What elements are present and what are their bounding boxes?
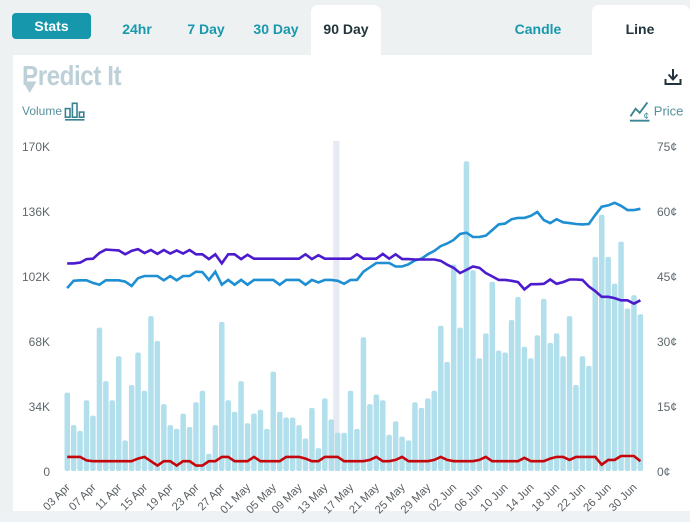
svg-text:102K: 102K (22, 270, 50, 284)
svg-text:34K: 34K (29, 400, 50, 414)
svg-text:22 Jun: 22 Jun (556, 482, 588, 514)
svg-text:15 Apr: 15 Apr (119, 481, 151, 513)
svg-text:0: 0 (43, 465, 50, 479)
svg-text:60¢: 60¢ (657, 205, 677, 219)
svg-text:0¢: 0¢ (657, 465, 670, 479)
svg-text:19 Apr: 19 Apr (144, 481, 176, 513)
svg-text:30¢: 30¢ (657, 335, 677, 349)
svg-text:Price: Price (654, 103, 684, 118)
svg-text:170K: 170K (22, 140, 50, 154)
svg-text:15¢: 15¢ (657, 400, 677, 414)
svg-text:136K: 136K (22, 205, 50, 219)
svg-text:23 Apr: 23 Apr (170, 481, 202, 513)
svg-text:18 Jun: 18 Jun (530, 482, 562, 514)
svg-text:02 Jun: 02 Jun (427, 482, 459, 514)
svg-text:Predict It: Predict It (22, 62, 122, 92)
svg-text:11 Apr: 11 Apr (93, 481, 124, 512)
svg-text:Volume: Volume (22, 104, 62, 118)
svg-text:06 Jun: 06 Jun (453, 482, 485, 514)
svg-text:07 Apr: 07 Apr (67, 481, 99, 513)
svg-text:¢: ¢ (644, 111, 649, 122)
svg-text:30 Jun: 30 Jun (607, 482, 639, 514)
svg-text:45¢: 45¢ (657, 270, 677, 284)
svg-text:14 Jun: 14 Jun (504, 482, 536, 514)
svg-text:03 Apr: 03 Apr (41, 481, 73, 513)
svg-text:26 Jun: 26 Jun (581, 482, 613, 514)
svg-text:75¢: 75¢ (657, 140, 677, 154)
svg-text:68K: 68K (29, 335, 50, 349)
svg-text:10 Jun: 10 Jun (478, 482, 510, 514)
